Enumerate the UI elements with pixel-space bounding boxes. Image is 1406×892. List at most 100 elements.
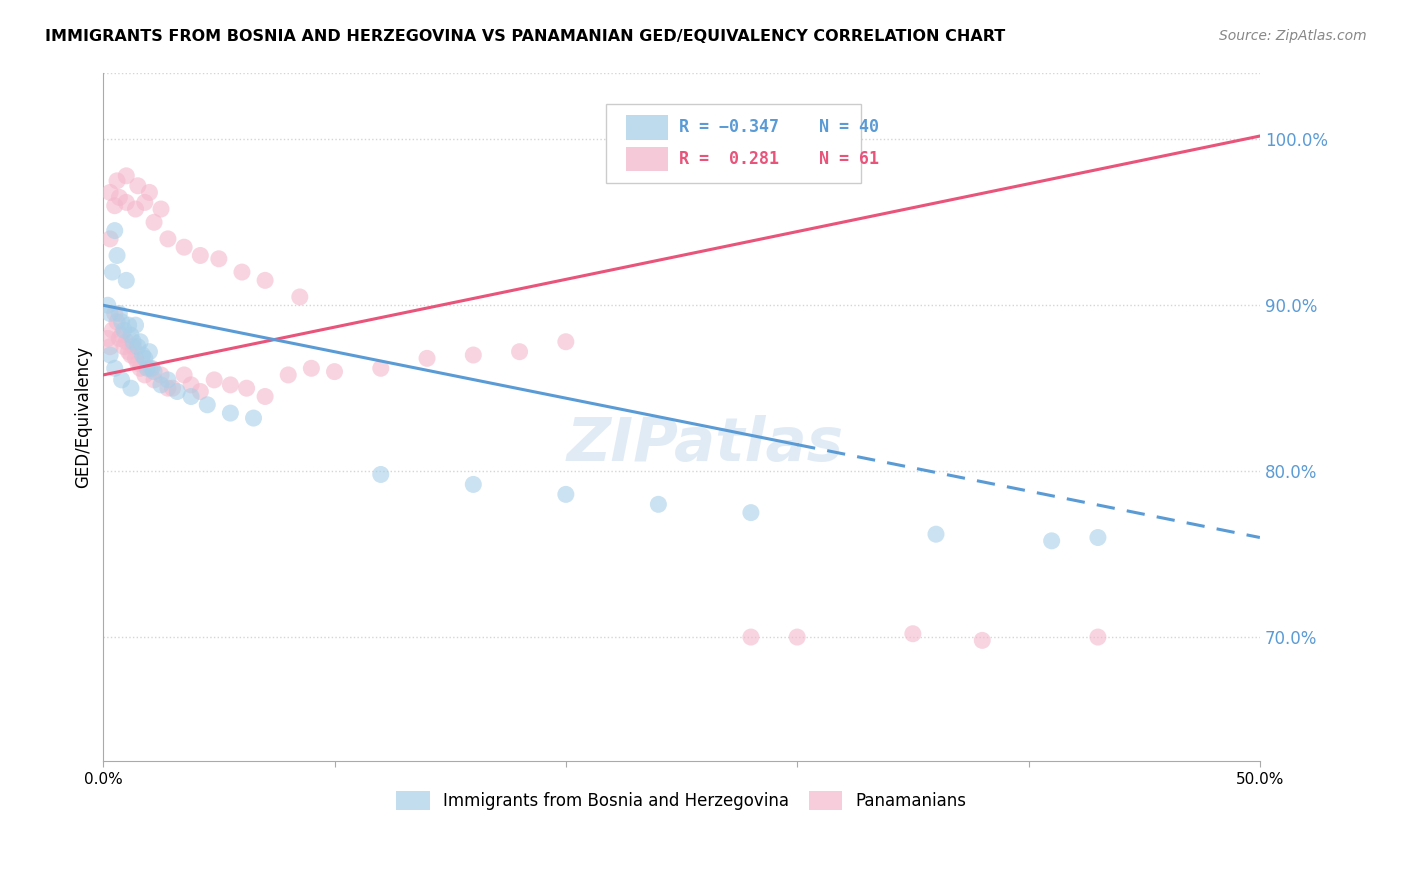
- Point: [122, 340, 145, 354]
- Point: [188, 384, 211, 399]
- Point: [120, 328, 142, 343]
- Point: [115, 195, 138, 210]
- Legend: Immigrants from Bosnia and Herzegovina, Panamanians: Immigrants from Bosnia and Herzegovina, …: [389, 784, 973, 816]
- Point: [188, 248, 211, 262]
- Text: R = −0.347    N = 40: R = −0.347 N = 40: [679, 119, 879, 136]
- Point: [463, 348, 485, 362]
- Point: [143, 373, 166, 387]
- Point: [1087, 531, 1109, 545]
- Text: ZIPatlas: ZIPatlas: [567, 416, 844, 475]
- Point: [166, 384, 188, 399]
- Point: [370, 361, 392, 376]
- Point: [105, 248, 128, 262]
- Point: [97, 331, 120, 345]
- Point: [105, 174, 128, 188]
- Point: [173, 368, 195, 382]
- Point: [127, 340, 149, 354]
- Point: [136, 361, 159, 376]
- Point: [105, 315, 128, 329]
- Point: [219, 406, 242, 420]
- Point: [1040, 533, 1063, 548]
- Point: [112, 323, 135, 337]
- Text: R =  0.281    N = 61: R = 0.281 N = 61: [679, 150, 879, 168]
- Point: [150, 368, 173, 382]
- Point: [122, 334, 145, 349]
- Point: [143, 365, 166, 379]
- Point: [195, 398, 218, 412]
- Point: [138, 186, 160, 200]
- Point: [108, 331, 131, 345]
- Point: [156, 232, 179, 246]
- Point: [180, 377, 202, 392]
- Point: [111, 373, 134, 387]
- Point: [111, 328, 134, 343]
- Point: [254, 273, 277, 287]
- Point: [127, 178, 149, 193]
- Point: [509, 344, 531, 359]
- Point: [786, 630, 808, 644]
- Point: [104, 307, 127, 321]
- Point: [117, 318, 139, 333]
- Point: [208, 252, 231, 266]
- Point: [108, 190, 131, 204]
- Point: [98, 340, 121, 354]
- Bar: [626, 115, 668, 140]
- Bar: [626, 146, 668, 171]
- Point: [111, 315, 134, 329]
- Point: [117, 344, 139, 359]
- Point: [134, 368, 156, 382]
- Point: [112, 340, 135, 354]
- Point: [129, 334, 152, 349]
- Point: [242, 411, 264, 425]
- Point: [108, 307, 131, 321]
- Point: [134, 351, 156, 366]
- Point: [202, 373, 225, 387]
- Point: [129, 361, 152, 376]
- Point: [925, 527, 948, 541]
- Point: [299, 361, 322, 376]
- Point: [370, 467, 392, 482]
- Text: Source: ZipAtlas.com: Source: ZipAtlas.com: [1219, 29, 1367, 43]
- Point: [254, 390, 277, 404]
- Point: [134, 195, 156, 210]
- Point: [156, 373, 179, 387]
- Point: [120, 348, 142, 362]
- Point: [120, 381, 142, 395]
- Point: [416, 351, 439, 366]
- Point: [173, 240, 195, 254]
- Point: [156, 381, 179, 395]
- Point: [98, 232, 121, 246]
- Point: [463, 477, 485, 491]
- Point: [101, 265, 124, 279]
- Text: IMMIGRANTS FROM BOSNIA AND HERZEGOVINA VS PANAMANIAN GED/EQUIVALENCY CORRELATION: IMMIGRANTS FROM BOSNIA AND HERZEGOVINA V…: [45, 29, 1005, 44]
- Point: [98, 348, 121, 362]
- Point: [124, 351, 146, 366]
- Point: [647, 497, 669, 511]
- Point: [98, 186, 121, 200]
- Point: [1087, 630, 1109, 644]
- Point: [115, 169, 138, 183]
- Point: [115, 334, 138, 349]
- Point: [150, 202, 173, 216]
- Point: [277, 368, 299, 382]
- Point: [98, 307, 121, 321]
- Point: [101, 323, 124, 337]
- Point: [323, 365, 346, 379]
- Point: [104, 199, 127, 213]
- Point: [235, 381, 257, 395]
- Point: [115, 273, 138, 287]
- Point: [124, 202, 146, 216]
- Point: [138, 361, 160, 376]
- Point: [288, 290, 311, 304]
- Point: [740, 506, 762, 520]
- Point: [219, 377, 242, 392]
- Point: [124, 318, 146, 333]
- Point: [972, 633, 994, 648]
- Point: [231, 265, 253, 279]
- Point: [141, 361, 163, 376]
- Point: [138, 344, 160, 359]
- Point: [901, 626, 924, 640]
- Point: [162, 381, 184, 395]
- Point: [127, 356, 149, 370]
- Point: [143, 215, 166, 229]
